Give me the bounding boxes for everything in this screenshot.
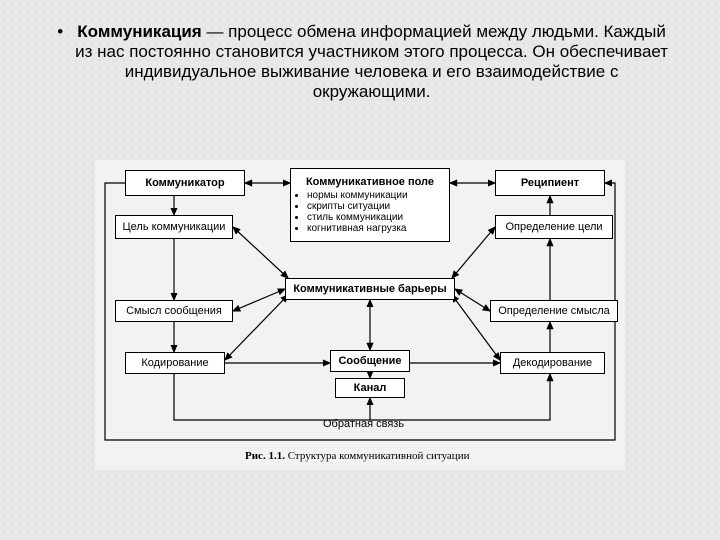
caption-text: Структура коммуникативной ситуации [285, 450, 470, 462]
caption-prefix: Рис. 1.1. [245, 450, 285, 462]
box-meaning_def: Определение смысла [490, 300, 618, 322]
box-message: Сообщение [330, 350, 410, 372]
diagram-container: Коммуникатор Цель коммуникации Смысл сообщ… [95, 160, 625, 470]
box-encoding: Кодирование [125, 352, 225, 374]
box-communicator: Коммуникатор [125, 170, 245, 196]
box-goal: Цель коммуникации [115, 215, 233, 239]
figure-caption: Рис. 1.1. Структура коммуникативной ситу… [245, 450, 469, 462]
heading-text: • Коммуникация — процесс обмена информац… [0, 0, 720, 112]
heading-bold: Коммуникация [77, 22, 201, 41]
feedback-label: Обратная связь [323, 418, 404, 430]
box-meaning: Смысл сообщения [115, 300, 233, 322]
bullet-icon: • [50, 22, 73, 102]
box-recipient: Реципиент [495, 170, 605, 196]
box-comm_field: Коммуникативное поленормы коммуникацииск… [290, 168, 450, 242]
box-goal_def: Определение цели [495, 215, 613, 239]
box-barriers: Коммуникативные барьеры [285, 278, 455, 300]
box-decoding: Декодирование [500, 352, 605, 374]
box-channel: Канал [335, 378, 405, 398]
